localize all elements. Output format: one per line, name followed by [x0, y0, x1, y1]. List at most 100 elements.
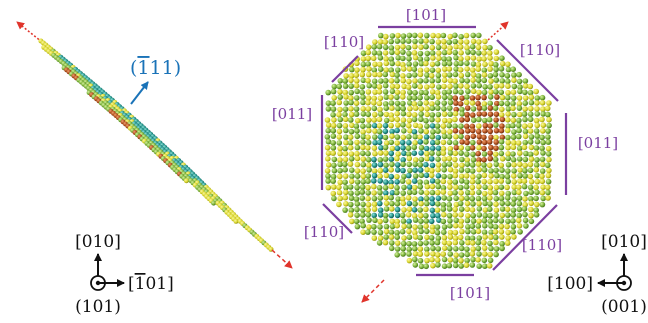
atom — [424, 50, 431, 57]
atom — [469, 262, 476, 268]
atom — [330, 100, 336, 106]
atom — [365, 195, 371, 202]
atom — [493, 234, 499, 241]
atom — [465, 128, 471, 134]
atom — [382, 101, 389, 107]
atom — [516, 105, 523, 111]
atom — [481, 111, 488, 117]
atom — [470, 55, 477, 61]
atom — [487, 155, 494, 162]
atom — [470, 61, 477, 67]
atom — [377, 95, 384, 101]
atom — [372, 71, 378, 78]
atom — [394, 38, 401, 44]
atom — [493, 184, 500, 191]
atom — [331, 95, 338, 101]
atom — [330, 127, 337, 134]
atom — [446, 66, 453, 72]
atom — [429, 61, 436, 68]
atom — [458, 123, 464, 129]
atom — [418, 116, 424, 123]
atom — [499, 156, 506, 162]
atom — [464, 111, 470, 118]
atom — [423, 263, 430, 270]
atom — [417, 179, 423, 185]
atom — [382, 212, 389, 219]
atom — [395, 55, 402, 61]
atom — [498, 184, 505, 190]
atom — [534, 100, 540, 106]
atom — [377, 218, 383, 225]
atom — [481, 50, 487, 56]
atom — [406, 134, 412, 140]
atom — [336, 122, 343, 129]
atom — [342, 207, 348, 213]
atom — [469, 178, 476, 185]
atom — [447, 166, 454, 173]
atom — [429, 112, 436, 118]
atom — [412, 161, 419, 168]
atom — [325, 156, 331, 162]
atom — [434, 178, 441, 185]
atom — [359, 71, 366, 78]
atom — [424, 32, 430, 39]
atom — [498, 89, 505, 96]
atom — [465, 239, 471, 246]
atom — [458, 56, 464, 62]
atom — [459, 156, 465, 163]
atom — [429, 94, 436, 101]
facet-label-bottom: [101] — [450, 284, 490, 302]
atom — [458, 167, 465, 173]
atom — [405, 84, 412, 90]
atom — [348, 117, 354, 123]
atom — [353, 82, 360, 89]
atom — [475, 245, 482, 252]
atom — [452, 71, 459, 78]
atom — [457, 101, 464, 107]
atom — [447, 257, 454, 263]
atom — [417, 162, 424, 168]
atom — [436, 55, 442, 62]
atom — [382, 184, 389, 191]
atom — [522, 162, 528, 169]
atom — [406, 50, 412, 57]
atom — [475, 77, 482, 84]
atom — [429, 38, 435, 45]
atom — [511, 234, 517, 240]
atom — [376, 184, 383, 191]
atom — [458, 133, 464, 140]
atom — [434, 224, 441, 230]
atom — [487, 257, 494, 264]
atom — [517, 172, 523, 179]
atom — [446, 139, 453, 146]
atom — [465, 213, 471, 219]
atom — [527, 122, 534, 129]
atom — [435, 246, 442, 252]
atom — [481, 172, 488, 179]
atom — [400, 89, 406, 96]
atom — [430, 262, 436, 269]
atom — [383, 172, 390, 179]
atom — [469, 43, 476, 50]
atom — [371, 95, 378, 102]
atom — [486, 162, 493, 169]
atom — [441, 100, 448, 106]
atom — [453, 252, 459, 258]
atom — [435, 183, 442, 190]
atom — [400, 134, 407, 141]
facet-label-top-right: [110] — [520, 41, 560, 59]
atom — [377, 207, 384, 213]
atom — [412, 229, 418, 236]
atom — [429, 156, 435, 162]
atom — [330, 88, 337, 95]
atom — [388, 67, 395, 73]
atom — [429, 256, 435, 263]
atom — [516, 78, 523, 85]
atom — [423, 218, 430, 224]
atom — [498, 66, 505, 72]
atom — [360, 50, 367, 56]
atom — [325, 127, 332, 134]
atom — [469, 223, 476, 229]
atom — [516, 145, 523, 152]
atom — [453, 83, 459, 89]
